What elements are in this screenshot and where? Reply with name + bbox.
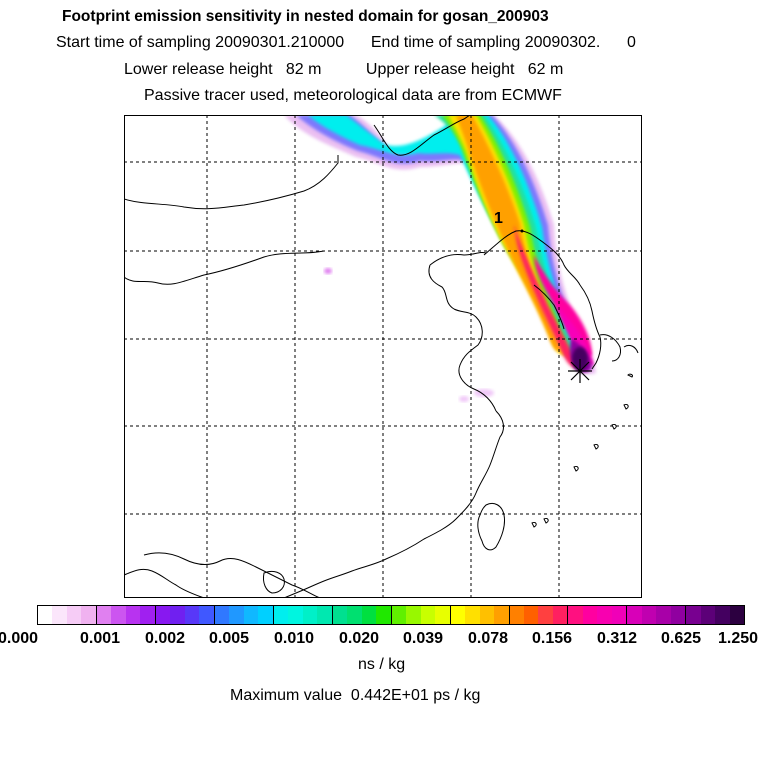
- colorbar-cell: [317, 606, 333, 624]
- colorbar-cell: [406, 606, 421, 624]
- colorbar-cell: [715, 606, 730, 624]
- star-icon: [568, 359, 592, 383]
- colorbar-cell: [81, 606, 97, 624]
- colorbar-cell: [568, 606, 583, 624]
- colorbar-cell: [125, 606, 141, 624]
- colorbar-tick: 0.010: [273, 630, 315, 647]
- colorbar-cell: [656, 606, 671, 624]
- colorbar-cell: [243, 606, 259, 624]
- colorbar-cell: [273, 606, 289, 624]
- colorbar-cell: [170, 606, 185, 624]
- colorbar-cell: [361, 606, 377, 624]
- plot-title: Footprint emission sensitivity in nested…: [62, 8, 549, 25]
- colorbar: [37, 605, 745, 625]
- release-height-line: Lower release height 82 m Upper release …: [124, 61, 564, 78]
- colorbar-cell: [597, 606, 612, 624]
- colorbar-cell: [435, 606, 451, 624]
- colorbar-cell: [509, 606, 524, 624]
- colorbar-cell: [627, 606, 642, 624]
- colorbar-cell: [538, 606, 553, 624]
- colorbar-cell: [38, 606, 53, 624]
- colorbar-cell: [155, 606, 171, 624]
- colorbar-tick: 0.078: [467, 630, 509, 647]
- colorbar-tick: 1.250: [717, 630, 759, 647]
- colorbar-cell: [214, 606, 230, 624]
- colorbar-cell: [111, 606, 126, 624]
- colorbar-cell: [288, 606, 303, 624]
- colorbar-tick: 0.005: [208, 630, 250, 647]
- colorbar-tick: 0.002: [144, 630, 186, 647]
- colorbar-cell: [199, 606, 215, 624]
- colorbar-cell: [96, 606, 112, 624]
- colorbar-cell: [332, 606, 348, 624]
- lat-lon-grid: [124, 115, 642, 598]
- colorbar-cell: [729, 606, 745, 624]
- colorbar-cell: [686, 606, 701, 624]
- colorbar-cell: [347, 606, 362, 624]
- colorbar-cell: [465, 606, 480, 624]
- max-value-line: Maximum value 0.442E+01 ps / kg: [230, 687, 481, 704]
- colorbar-cell: [229, 606, 244, 624]
- colorbar-tick: 0.001: [79, 630, 121, 647]
- coastlines: [124, 115, 639, 598]
- colorbar-cell: [140, 606, 156, 624]
- colorbar-cell: [552, 606, 569, 624]
- colorbar-cell: [523, 606, 539, 624]
- colorbar-cell: [66, 606, 82, 624]
- colorbar-tick: 0.156: [531, 630, 573, 647]
- colorbar-cell: [184, 606, 200, 624]
- footprint-map: 1: [124, 115, 642, 598]
- colorbar-cell: [479, 606, 495, 624]
- colorbar-cell: [450, 606, 466, 624]
- sampling-time-line: Start time of sampling 20090301.210000 E…: [56, 34, 636, 51]
- colorbar-tick: 0.039: [402, 630, 444, 647]
- colorbar-cell: [582, 606, 598, 624]
- colorbar-cell: [700, 606, 716, 624]
- map-frame: [124, 115, 642, 598]
- tracer-info-line: Passive tracer used, meteorological data…: [144, 87, 562, 104]
- colorbar-cell: [420, 606, 436, 624]
- colorbar-cell: [52, 606, 67, 624]
- colorbar-cell: [258, 606, 274, 624]
- colorbar-cell: [302, 606, 318, 624]
- colorbar-units: ns / kg: [358, 656, 406, 673]
- colorbar-tick: 0.312: [596, 630, 638, 647]
- colorbar-cell: [391, 606, 407, 624]
- colorbar-tick: 0.625: [660, 630, 702, 647]
- colorbar-cell: [376, 606, 392, 624]
- colorbar-cell: [641, 606, 657, 624]
- colorbar-cell: [494, 606, 510, 624]
- colorbar-tick: 0.020: [338, 630, 380, 647]
- colorbar-cell: [611, 606, 628, 624]
- colorbar-tick: 0.000: [0, 630, 39, 647]
- colorbar-cell: [670, 606, 687, 624]
- receptor-label: 1: [494, 210, 503, 227]
